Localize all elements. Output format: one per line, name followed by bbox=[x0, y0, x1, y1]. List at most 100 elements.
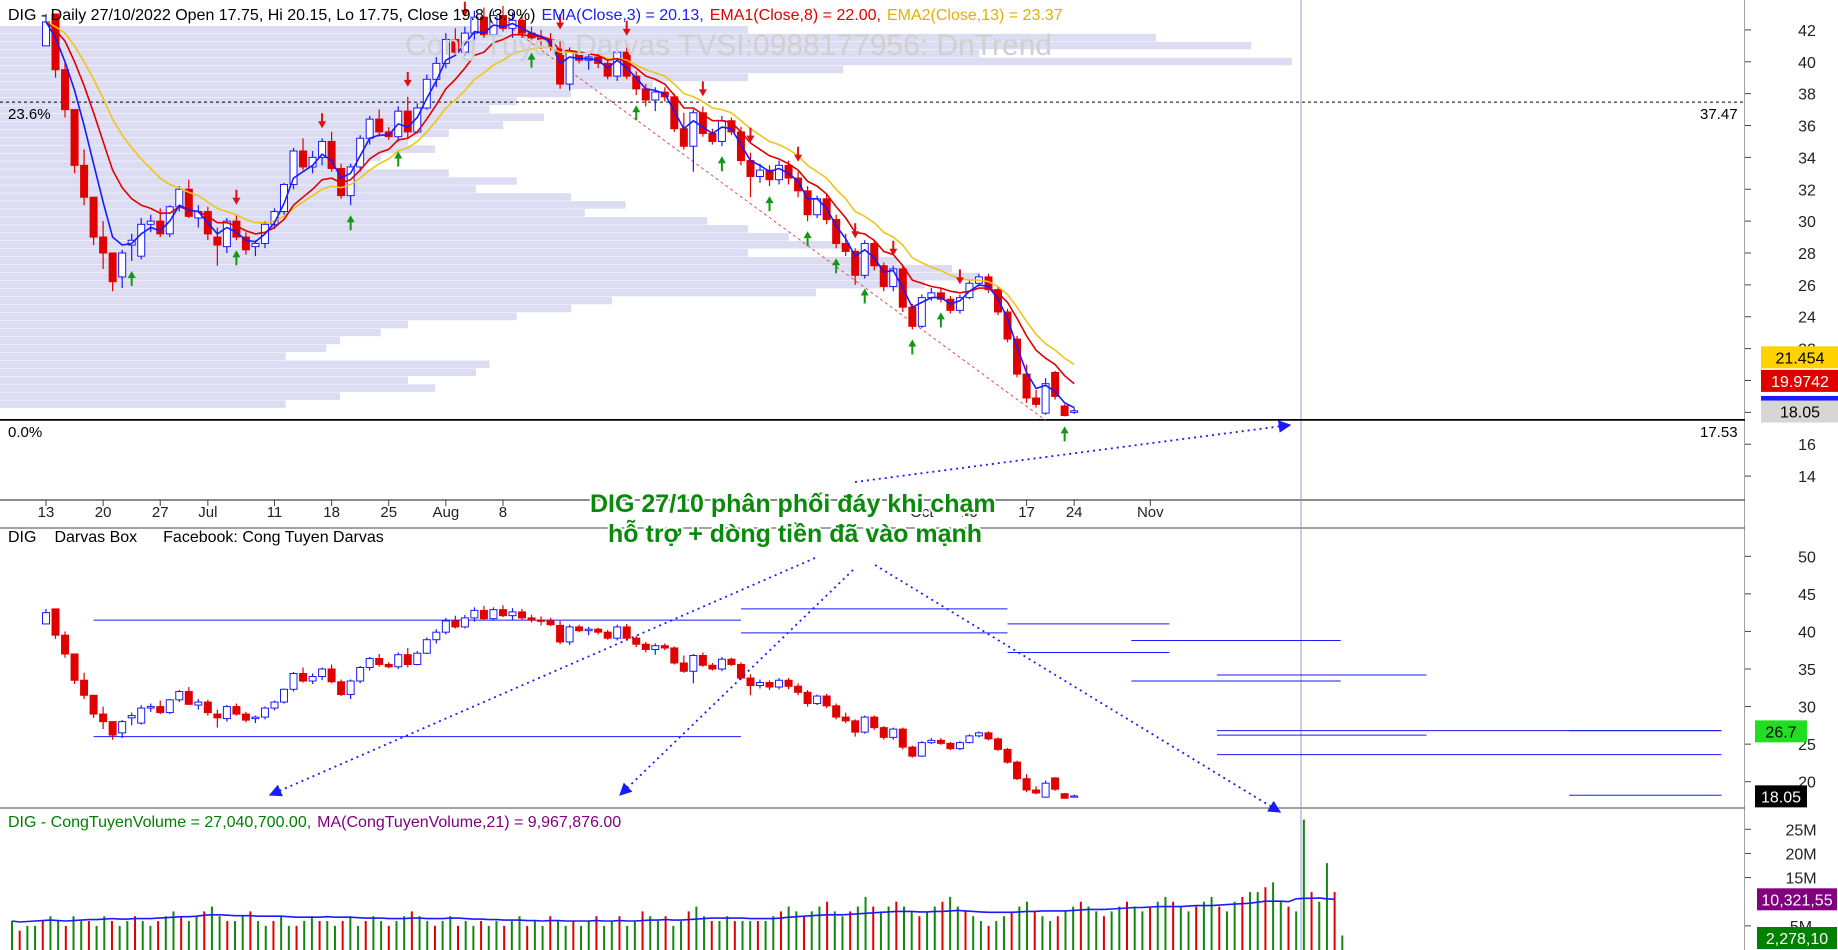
darvas-candle bbox=[946, 742, 955, 750]
profile-bar bbox=[0, 97, 517, 106]
profile-bar bbox=[0, 360, 490, 369]
price-candle bbox=[451, 38, 460, 53]
price-candle bbox=[736, 131, 745, 162]
sell-arrow bbox=[556, 14, 565, 30]
sell-arrow bbox=[955, 269, 964, 285]
price-candle bbox=[879, 265, 888, 287]
annotation-arrow bbox=[874, 564, 1282, 813]
profile-bar bbox=[0, 201, 626, 209]
profile-bar bbox=[0, 368, 476, 376]
y-tick-label: 35 bbox=[1798, 662, 1816, 679]
price-candle bbox=[841, 242, 850, 252]
darvas-candle bbox=[137, 707, 146, 724]
darvas-candle bbox=[42, 612, 50, 625]
darvas-candle bbox=[851, 720, 860, 733]
darvas-candle bbox=[889, 728, 898, 738]
darvas-candle bbox=[974, 732, 983, 737]
darvas-candle bbox=[708, 664, 717, 670]
profile-bar bbox=[0, 65, 844, 74]
x-tick-label: 13 bbox=[38, 504, 55, 521]
y-tick-label: 16 bbox=[1798, 437, 1816, 454]
price-candle bbox=[184, 188, 193, 217]
price-candle bbox=[936, 292, 945, 300]
darvas-candle bbox=[127, 715, 136, 719]
darvas-candle bbox=[375, 657, 384, 665]
darvas-candle bbox=[841, 716, 850, 722]
darvas-candle bbox=[413, 652, 422, 665]
price-candle bbox=[89, 196, 98, 238]
price-candle bbox=[1013, 338, 1022, 375]
darvas-candle bbox=[356, 666, 365, 682]
price-candle bbox=[441, 38, 450, 64]
darvas-candle bbox=[546, 620, 555, 626]
profile-bar bbox=[0, 280, 925, 289]
darvas-candle bbox=[260, 707, 269, 718]
profile-bar bbox=[0, 185, 476, 193]
darvas-candle bbox=[955, 742, 964, 750]
darvas-candle bbox=[432, 631, 441, 641]
darvas-candle bbox=[451, 620, 460, 628]
y-tick-label: 36 bbox=[1798, 119, 1816, 136]
volume-header: DIG - CongTuyenVolume = 27,040,700.00, MA… bbox=[8, 814, 621, 831]
price-candle bbox=[70, 109, 79, 166]
price-candle bbox=[746, 160, 755, 178]
volume-label-text: 2,278,10 bbox=[1766, 931, 1828, 948]
y-tick-label: 40 bbox=[1798, 624, 1816, 641]
ema8-legend: EMA1(Close,8) = 22.00, bbox=[710, 7, 881, 24]
buy-arrow bbox=[127, 270, 136, 286]
darvas-candle bbox=[203, 701, 212, 714]
price-candle bbox=[327, 140, 336, 170]
sell-arrow bbox=[318, 113, 327, 129]
darvas-candle bbox=[184, 691, 193, 705]
annotation-line-1: DIG 27/10 phân phối đáy khi chạm bbox=[590, 490, 996, 518]
price-label-box bbox=[1761, 346, 1838, 369]
fib-price-label: 37.47 bbox=[1700, 106, 1738, 123]
price-candle bbox=[717, 120, 726, 142]
profile-bar bbox=[0, 352, 286, 361]
ema3-legend: EMA(Close,3) = 20.13, bbox=[541, 7, 703, 24]
darvas-candle bbox=[670, 647, 679, 664]
profile-bar bbox=[0, 81, 653, 90]
darvas-candle bbox=[213, 713, 222, 719]
darvas-candle bbox=[756, 682, 764, 687]
darvas-candle bbox=[89, 694, 98, 715]
price-candle bbox=[498, 15, 507, 29]
price-candle bbox=[108, 252, 117, 283]
sell-arrow bbox=[232, 189, 241, 205]
buy-arrow bbox=[908, 339, 917, 355]
darvas-label-box bbox=[1755, 720, 1807, 743]
darvas-candle bbox=[813, 695, 822, 705]
profile-bar bbox=[0, 137, 408, 145]
darvas-candle bbox=[965, 735, 974, 744]
price-candle bbox=[1051, 372, 1060, 397]
buy-arrow bbox=[936, 312, 945, 328]
price-candle bbox=[365, 118, 374, 139]
darvas-symbol: DIG bbox=[8, 529, 36, 546]
price-candle bbox=[51, 13, 60, 71]
fib-pct-label: 23.6% bbox=[8, 106, 51, 123]
sell-arrow bbox=[460, 1, 469, 17]
darvas-candle bbox=[803, 691, 812, 705]
x-tick-label: 18 bbox=[323, 504, 340, 521]
profile-bar bbox=[0, 304, 572, 313]
profile-bar bbox=[0, 113, 544, 122]
price-candle bbox=[603, 62, 612, 77]
buy-arrow bbox=[394, 151, 403, 167]
darvas-candle bbox=[746, 677, 755, 687]
buy-arrow bbox=[1060, 426, 1069, 442]
darvas-candle bbox=[165, 699, 174, 714]
darvas-candle bbox=[498, 609, 507, 617]
profile-bar bbox=[0, 169, 449, 177]
darvas-candle bbox=[727, 658, 736, 665]
y-tick-label: 30 bbox=[1798, 700, 1816, 717]
price-candle bbox=[832, 219, 841, 244]
buy-arrow bbox=[346, 215, 355, 231]
price-candle bbox=[403, 110, 412, 133]
darvas-candle bbox=[118, 721, 127, 734]
darvas-candle bbox=[1022, 778, 1031, 791]
watermark: Cong Tuyen Darvas TVSI:0988177956: DnTre… bbox=[405, 29, 1052, 62]
price-label-text: 19.9742 bbox=[1771, 374, 1829, 391]
darvas-candle bbox=[1060, 793, 1069, 799]
darvas-candle bbox=[622, 626, 631, 639]
price-candle bbox=[917, 297, 926, 327]
